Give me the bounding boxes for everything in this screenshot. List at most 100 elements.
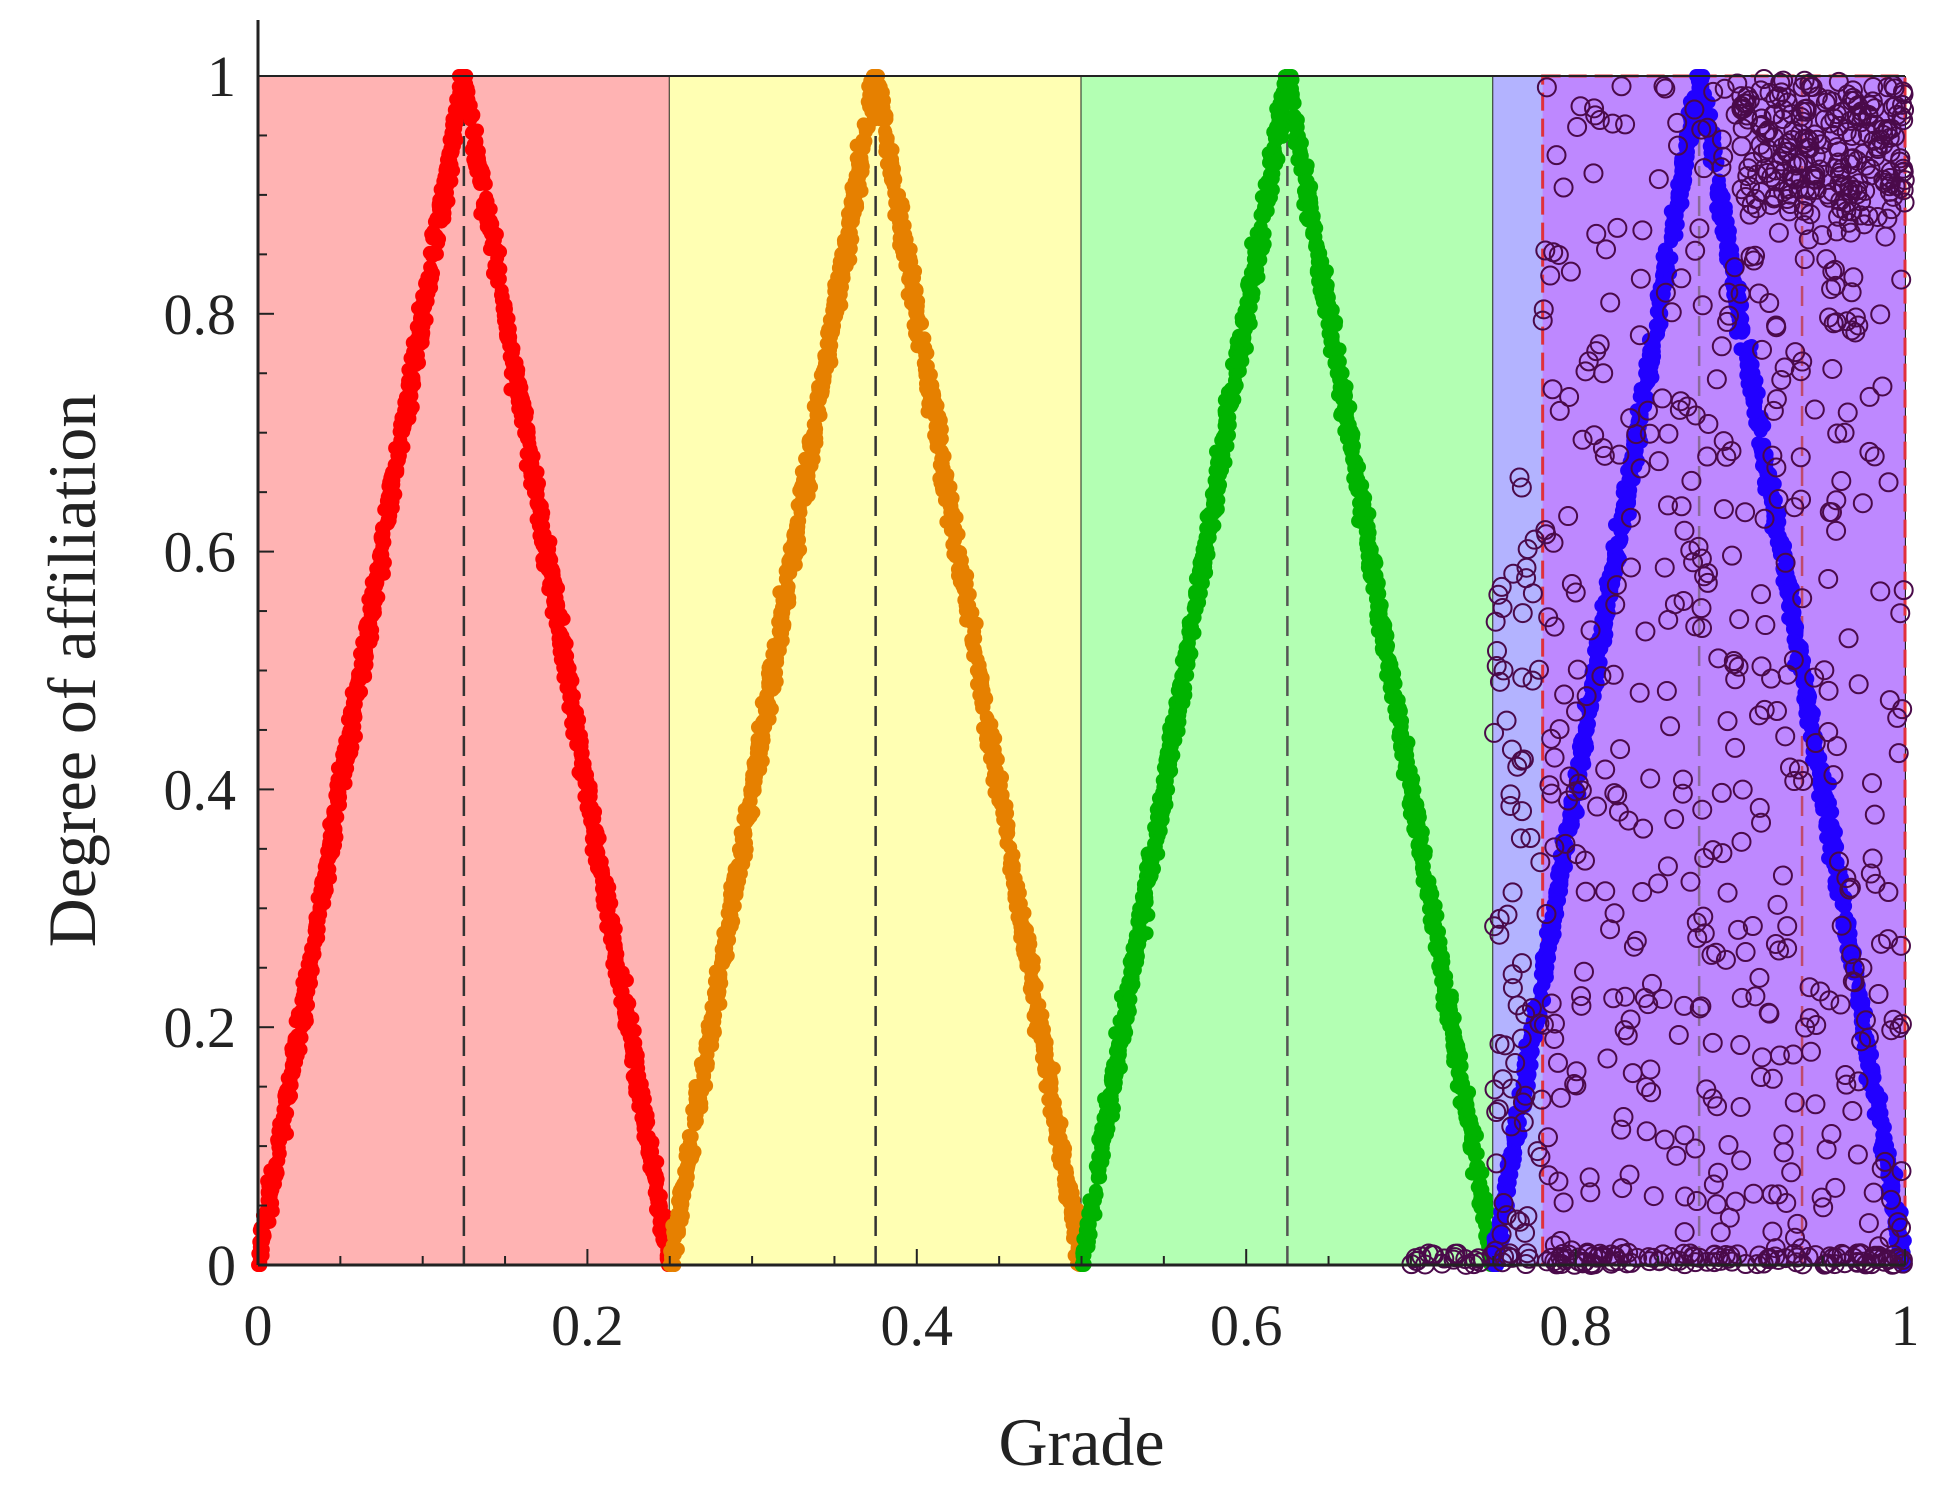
point	[1363, 547, 1378, 562]
point	[913, 332, 928, 347]
background-band-1	[258, 76, 670, 1265]
point	[766, 638, 781, 653]
point	[587, 853, 602, 868]
point	[1001, 826, 1016, 841]
point	[775, 593, 790, 608]
point	[619, 999, 634, 1014]
point	[802, 439, 817, 454]
point	[388, 441, 403, 456]
point	[334, 769, 349, 784]
point	[367, 605, 382, 620]
point	[347, 687, 362, 702]
point	[794, 479, 809, 494]
point	[1104, 1103, 1119, 1118]
point	[1126, 948, 1141, 963]
point	[723, 905, 738, 920]
point	[1326, 315, 1341, 330]
point	[1136, 877, 1151, 892]
point	[646, 1153, 661, 1168]
point	[401, 362, 416, 377]
point	[495, 289, 510, 304]
point	[1195, 554, 1210, 569]
point	[253, 1220, 268, 1235]
point	[530, 497, 545, 512]
point	[1211, 482, 1226, 497]
point	[311, 913, 326, 928]
point	[999, 808, 1014, 823]
point	[1044, 1073, 1059, 1088]
point	[364, 585, 379, 600]
point	[283, 1065, 298, 1080]
point	[920, 359, 935, 374]
point	[902, 254, 917, 269]
point	[252, 1241, 267, 1256]
point	[540, 560, 555, 575]
point	[806, 426, 821, 441]
point	[855, 139, 870, 154]
point	[385, 494, 400, 509]
point	[1247, 245, 1262, 260]
point	[976, 699, 991, 714]
point	[1327, 355, 1342, 370]
point	[720, 929, 735, 944]
point	[577, 762, 592, 777]
point	[1367, 570, 1382, 585]
point	[323, 820, 338, 835]
point	[653, 1209, 668, 1224]
background-band-2	[669, 76, 1082, 1265]
point	[889, 190, 904, 205]
point	[270, 1134, 285, 1149]
point	[1060, 1178, 1075, 1193]
point	[1239, 295, 1254, 310]
point	[1017, 906, 1032, 921]
point	[1476, 1212, 1491, 1227]
point	[359, 626, 374, 641]
point	[1012, 885, 1027, 900]
point	[382, 475, 397, 490]
point	[699, 1041, 714, 1056]
point	[1165, 720, 1180, 735]
point	[1097, 1125, 1112, 1140]
point	[398, 399, 413, 414]
point	[969, 663, 984, 678]
point	[523, 442, 538, 457]
point	[985, 742, 1000, 757]
point	[685, 1151, 700, 1166]
point	[1229, 354, 1244, 369]
point	[589, 823, 604, 838]
point	[671, 1225, 686, 1240]
point	[448, 111, 463, 126]
point	[649, 1183, 664, 1198]
point	[1052, 1122, 1067, 1137]
point	[960, 602, 975, 617]
point	[1248, 271, 1263, 286]
point	[1345, 430, 1360, 445]
point	[1134, 923, 1149, 938]
point	[347, 719, 362, 734]
point	[910, 309, 925, 324]
point	[1185, 612, 1200, 627]
point	[806, 452, 821, 467]
point	[1318, 301, 1333, 316]
point	[320, 861, 335, 876]
point	[898, 236, 913, 251]
point	[1452, 1060, 1467, 1075]
point	[307, 933, 322, 948]
point	[967, 624, 982, 639]
point	[1292, 138, 1307, 153]
point	[290, 1028, 305, 1043]
point	[396, 424, 411, 439]
point	[717, 942, 732, 957]
point	[1029, 1026, 1044, 1041]
point	[1450, 1036, 1465, 1051]
point	[811, 403, 826, 418]
point	[605, 939, 620, 954]
point	[904, 288, 919, 303]
point	[771, 614, 786, 629]
point	[583, 783, 598, 798]
point	[832, 266, 847, 281]
point	[1260, 180, 1275, 195]
point	[341, 730, 356, 745]
center-dashed-lines	[462, 76, 1804, 1265]
point	[454, 89, 469, 104]
